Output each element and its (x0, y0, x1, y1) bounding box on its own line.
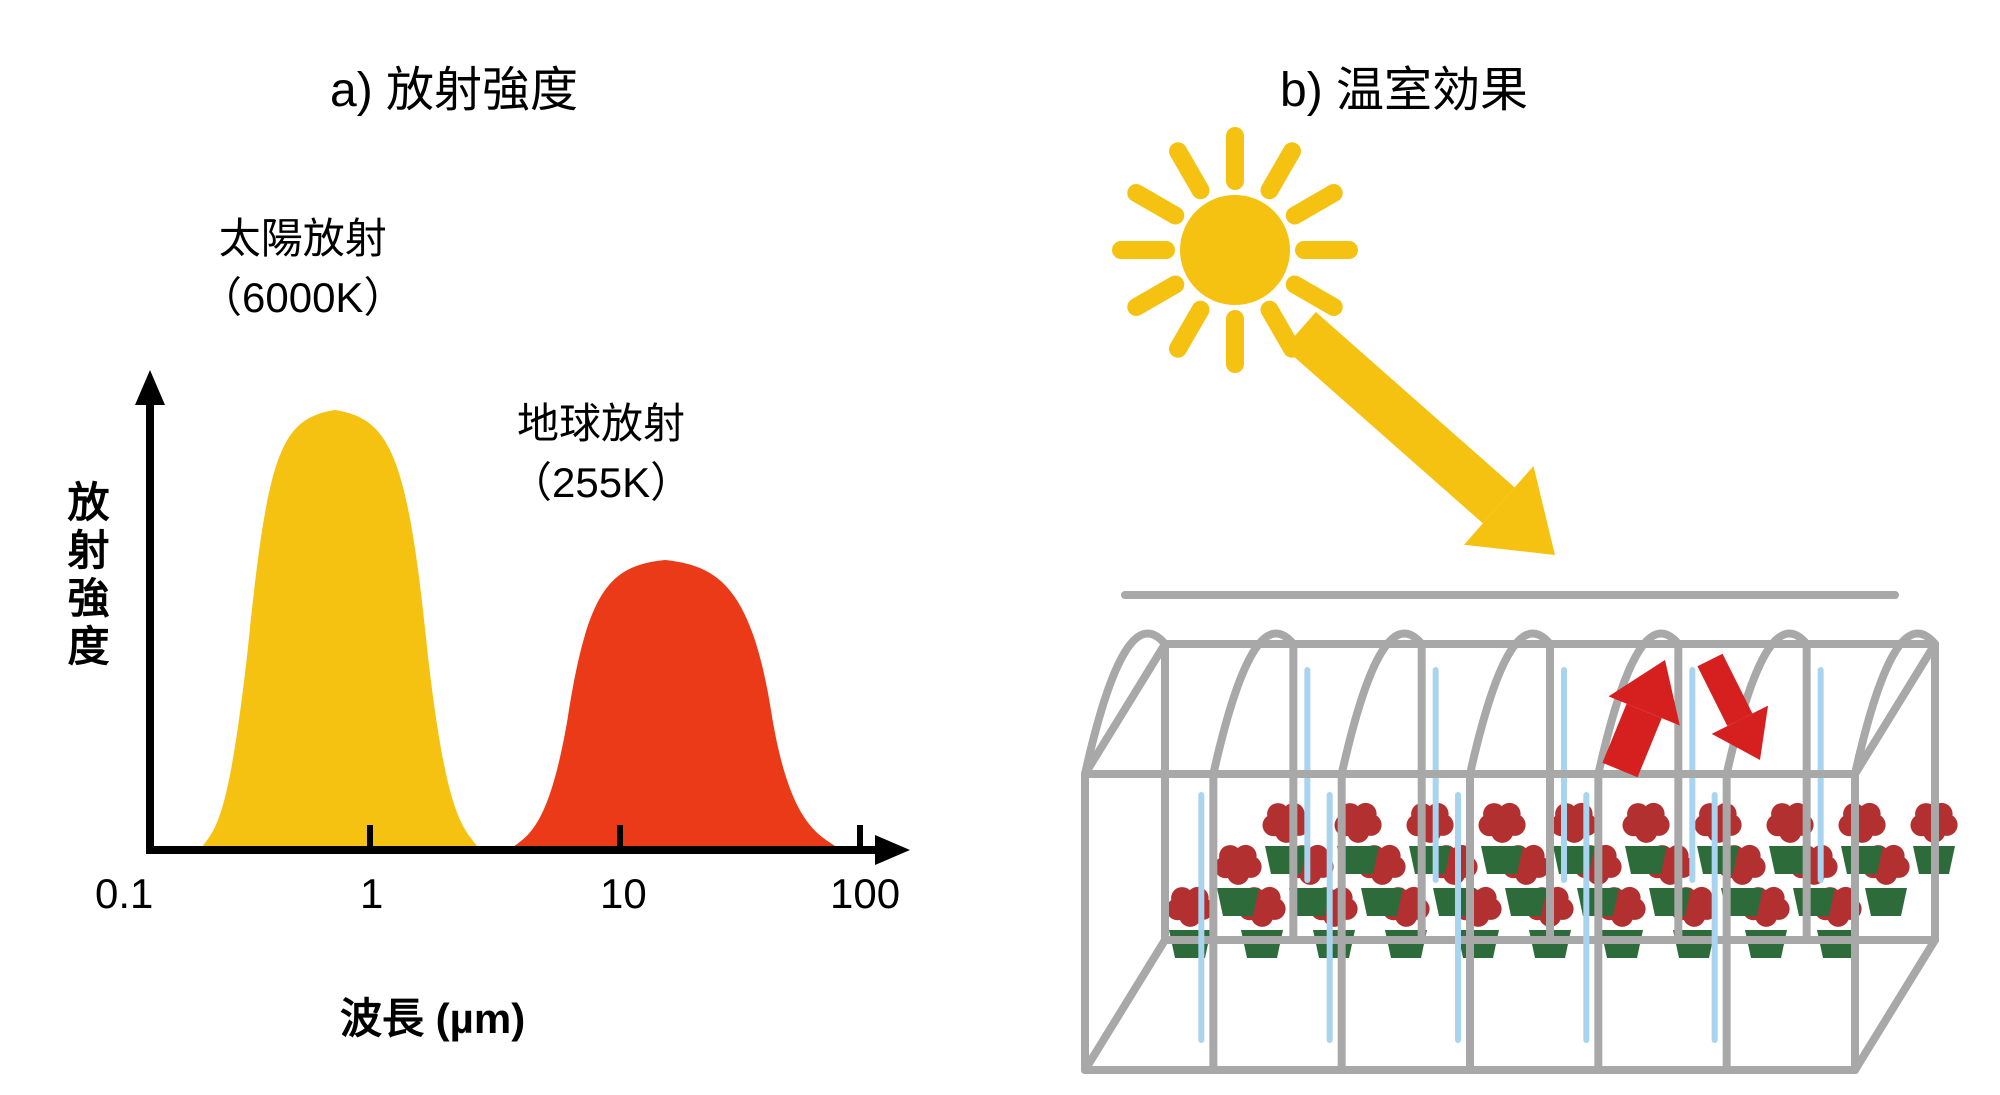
sun-ray-icon (1136, 193, 1175, 216)
plant-pot-icon (1625, 846, 1667, 874)
sun-ray-icon (1270, 151, 1293, 190)
plant-pot-icon (1481, 846, 1523, 874)
greenhouse-arch (1342, 633, 1422, 774)
sun-ray-icon (1178, 310, 1201, 349)
greenhouse-frame (1085, 940, 1165, 1070)
sun-ray-icon (1295, 193, 1334, 216)
greenhouse-arch (1470, 633, 1550, 774)
sun-ray-icon (1178, 151, 1201, 190)
plant-pot-icon (1505, 888, 1547, 916)
sun-ray-icon (1270, 310, 1293, 349)
heat-up-arrow-icon (1620, 711, 1644, 770)
greenhouse-arch (1213, 633, 1293, 774)
plant-pot-icon (1409, 846, 1451, 874)
sun-ray-icon (1136, 285, 1175, 308)
sun-icon (1180, 195, 1290, 305)
plant-pot-icon (1841, 846, 1883, 874)
earth-curve (510, 560, 840, 850)
greenhouse-frame (1855, 644, 1935, 774)
radiation-chart (0, 0, 1000, 1095)
plant-pot-icon (1217, 888, 1259, 916)
solar-curve (200, 410, 480, 850)
panel-radiation-intensity: a) 放射強度 放射強度 波長 (µm) 太陽放射 （6000K） 地球放射 （… (0, 0, 1000, 1095)
plant-pot-icon (1361, 888, 1403, 916)
plant-pot-icon (1697, 846, 1739, 874)
plant-pot-icon (1793, 888, 1835, 916)
greenhouse-frame (1085, 644, 1165, 774)
plant-pot-icon (1649, 888, 1691, 916)
sun-arrow-icon (1300, 330, 1499, 505)
plant-pot-icon (1265, 846, 1307, 874)
sun-ray-icon (1295, 285, 1334, 308)
panel-greenhouse-effect: b) 温室効果 (1000, 0, 2000, 1095)
greenhouse-diagram (1000, 0, 2000, 1095)
heat-down-arrow-icon (1710, 660, 1740, 720)
greenhouse-frame (1855, 940, 1935, 1070)
plant-pot-icon (1865, 888, 1907, 916)
